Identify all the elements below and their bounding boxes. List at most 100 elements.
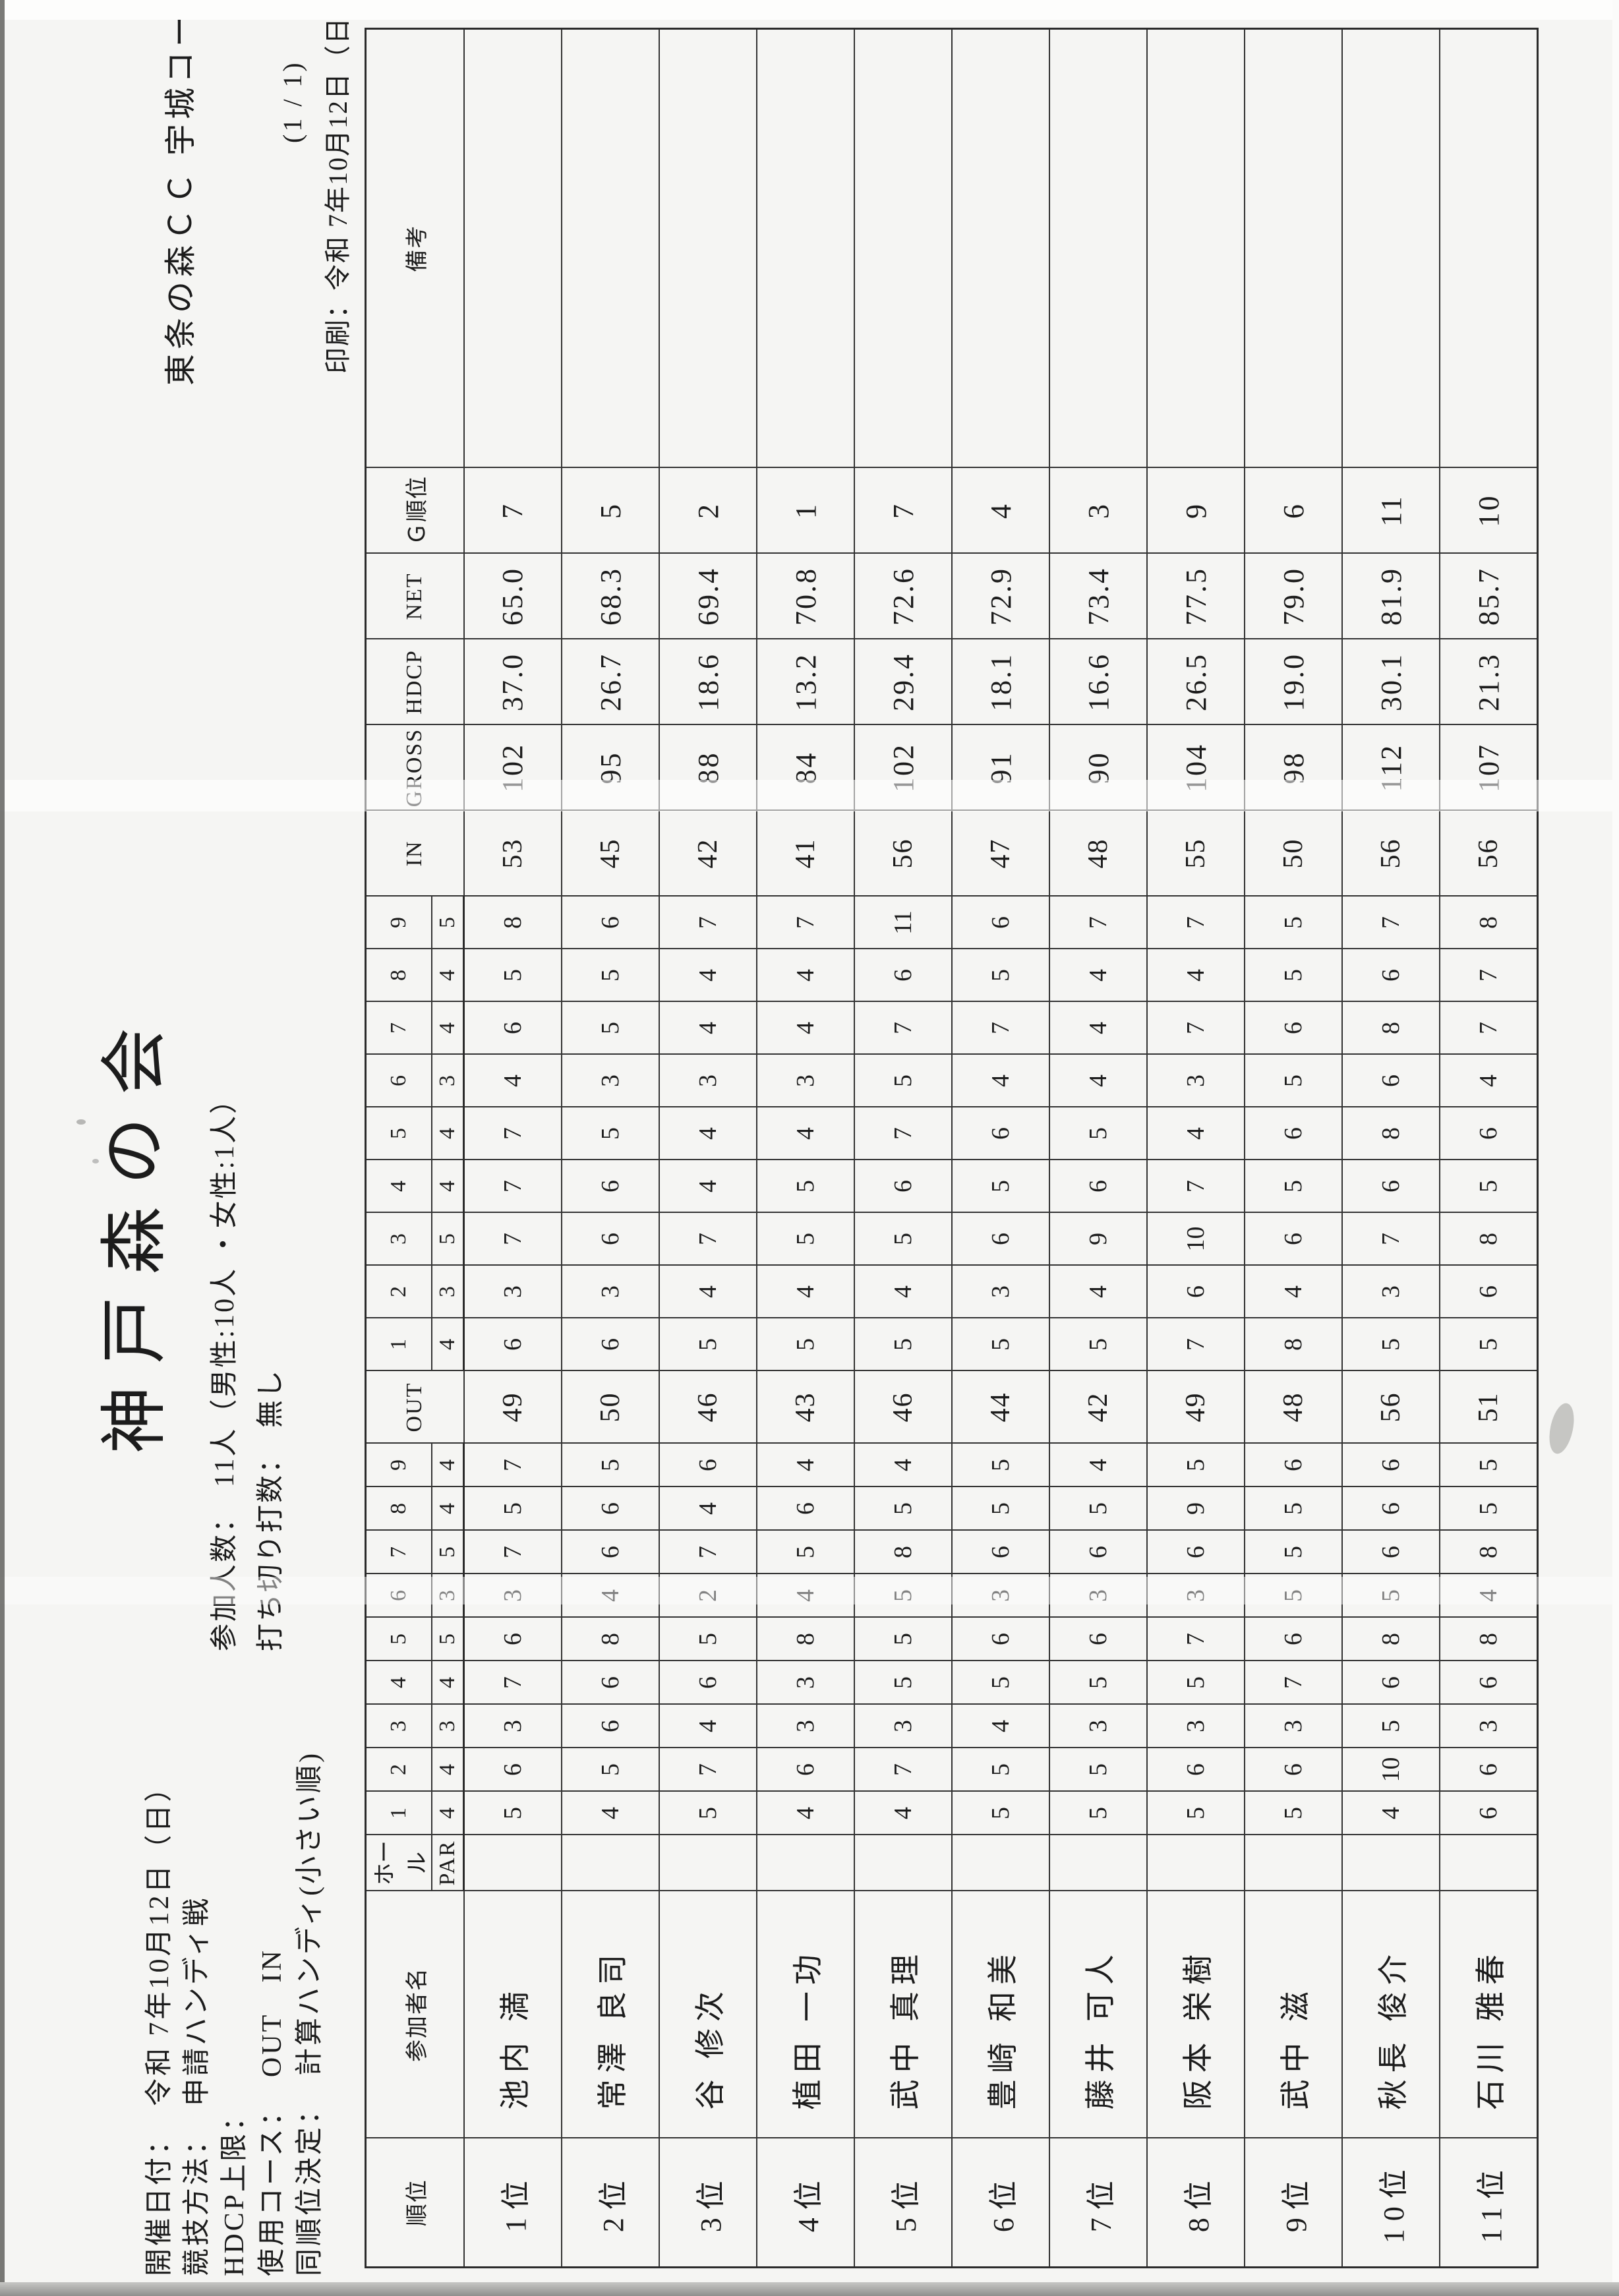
gross-cell: 90 [1049, 724, 1147, 811]
in-total-cell: 47 [952, 810, 1049, 897]
detail-label: 開催日付： [144, 2124, 175, 2276]
out-hole-score-cell: 3 [463, 1704, 562, 1748]
in-hole-score-cell: 4 [757, 949, 854, 1002]
out-hole-score-cell: 6 [562, 1530, 659, 1574]
in-hole-score-cell: 6 [854, 1160, 952, 1213]
hole-number-cell: 1 [365, 1791, 432, 1835]
out-hole-score-cell: 5 [952, 1487, 1049, 1531]
in-hole-score-cell: 5 [757, 1318, 854, 1371]
out-hole-score-cell: 5 [1147, 1443, 1245, 1487]
in-hole-score-cell: 7 [659, 1212, 757, 1266]
gross-cell: 107 [1440, 724, 1538, 811]
out-hole-score-cell: 3 [1245, 1704, 1342, 1748]
in-hole-score-cell: 8 [1440, 896, 1538, 949]
remark-cell [562, 28, 659, 468]
player-row: 6位 豊崎 和美 5 5 4 5 6 [952, 28, 1049, 2268]
net-cell: 70.8 [757, 553, 854, 639]
in-hole-score-cell: 9 [1049, 1212, 1147, 1266]
player-row: 5位 武中 真理 4 7 3 5 5 [854, 28, 952, 2268]
hole-par-spacer-cell [1342, 1835, 1440, 1891]
net-cell: 77.5 [1147, 553, 1245, 639]
in-hole-score-cell: 4 [1049, 949, 1147, 1002]
gross-cell: 88 [659, 724, 757, 811]
out-hole-score-cell: 6 [1342, 1661, 1440, 1705]
out-hole-score-cell: 9 [1147, 1487, 1245, 1531]
player-row: 10位 秋長 俊介 4 10 5 6 8 [1342, 28, 1440, 2268]
in-hole-score-cell: 5 [1245, 1054, 1342, 1107]
out-hole-score-cell: 5 [952, 1791, 1049, 1835]
name-cell: 武中 滋 [1245, 1891, 1342, 2138]
in-hole-score-cell: 5 [757, 1160, 854, 1213]
out-hole-score-cell: 6 [1342, 1487, 1440, 1531]
page-indicator: (1 / 1) [278, 60, 307, 143]
out-hole-score-cell: 6 [562, 1661, 659, 1705]
in-hole-score-cell: 7 [1147, 1001, 1245, 1055]
in-hole-score-cell: 5 [463, 949, 562, 1002]
out-hole-score-cell: 5 [1342, 1704, 1440, 1748]
out-hole-score-cell: 5 [1147, 1791, 1245, 1835]
course-title: 東条の森ＣＣ 宇城コース [163, 0, 198, 386]
name-cell: 谷 修次 [659, 1891, 757, 2138]
in-hole-score-cell: 6 [562, 896, 659, 949]
player-row: 8位 阪本 栄樹 5 6 3 5 7 [1147, 28, 1245, 2268]
in-hole-score-cell: 6 [463, 1001, 562, 1055]
out-hole-score-cell: 5 [1245, 1574, 1342, 1618]
in-hole-score-cell: 5 [1440, 1160, 1538, 1213]
in-hole-score-cell: 7 [659, 896, 757, 949]
out-hole-score-cell: 3 [1147, 1574, 1245, 1618]
in-hole-score-cell: 7 [463, 1160, 562, 1213]
in-hole-score-cell: 5 [659, 1318, 757, 1371]
hdcp-cell: 13.2 [757, 639, 854, 725]
out-hole-score-cell: 6 [952, 1617, 1049, 1661]
event-title: 神戸森の会 [98, 1005, 173, 1454]
in-hole-score-cell: 7 [463, 1212, 562, 1266]
gross-cell: 112 [1342, 724, 1440, 811]
rank-cell: 2位 [562, 2138, 659, 2268]
hole-number-cell: 4 [365, 1661, 432, 1705]
hole-number-cell: 5 [365, 1617, 432, 1661]
in-hole-score-cell: 6 [1049, 1160, 1147, 1213]
par-cell: 4 [432, 1748, 464, 1792]
net-cell: 72.9 [952, 553, 1049, 639]
in-hole-score-cell: 5 [952, 949, 1049, 1002]
out-hole-score-cell: 8 [854, 1530, 952, 1574]
out-hole-score-cell: 4 [854, 1443, 952, 1487]
hole-par-spacer-cell [659, 1835, 757, 1891]
in-hole-score-cell: 7 [1342, 896, 1440, 949]
event-detail-line: 競技方法： 申請ハンディ戦 [179, 1751, 216, 2276]
out-hole-score-cell: 6 [757, 1748, 854, 1792]
col-header-name: 参加者名 [365, 1891, 464, 2138]
out-total-cell: 51 [1440, 1370, 1538, 1444]
rank-cell: 5位 [854, 2138, 952, 2268]
out-hole-score-cell: 4 [952, 1704, 1049, 1748]
hdcp-cell: 21.3 [1440, 639, 1538, 725]
hole-par-spacer-cell [757, 1835, 854, 1891]
in-hole-score-cell: 4 [1245, 1265, 1342, 1318]
col-header-par: PAR [432, 1835, 464, 1891]
out-hole-score-cell: 6 [1245, 1617, 1342, 1661]
out-hole-score-cell: 8 [757, 1617, 854, 1661]
gross-rank-cell: 10 [1440, 467, 1538, 554]
rank-cell: 4位 [757, 2138, 854, 2268]
gross-rank-cell: 4 [952, 467, 1049, 554]
in-hole-score-cell: 4 [1147, 1107, 1245, 1160]
out-hole-score-cell: 5 [854, 1617, 952, 1661]
name-cell: 武中 真理 [854, 1891, 952, 2138]
out-hole-score-cell: 3 [1147, 1704, 1245, 1748]
out-hole-score-cell: 6 [952, 1530, 1049, 1574]
in-hole-score-cell: 3 [1147, 1054, 1245, 1107]
hdcp-cell: 18.1 [952, 639, 1049, 725]
hole-number-cell: 8 [365, 1487, 432, 1531]
out-hole-score-cell: 3 [1049, 1574, 1147, 1618]
gross-cell: 84 [757, 724, 854, 811]
gross-cell: 102 [463, 724, 562, 811]
out-hole-score-cell: 5 [1440, 1443, 1538, 1487]
par-cell: 4 [432, 1791, 464, 1835]
par-cell: 4 [432, 1487, 464, 1531]
in-total-cell: 53 [463, 810, 562, 897]
out-hole-score-cell: 5 [1049, 1748, 1147, 1792]
in-hole-score-cell: 7 [854, 1107, 952, 1160]
gross-rank-cell: 7 [854, 467, 952, 554]
